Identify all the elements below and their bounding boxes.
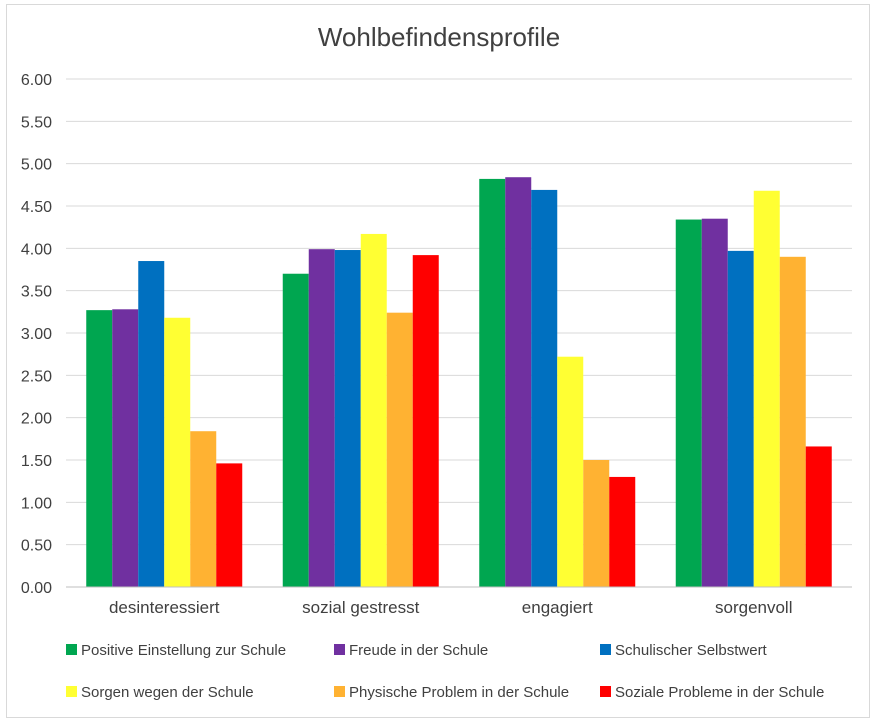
x-category-label: desinteressiert <box>109 598 220 617</box>
legend-label: Physische Problem in der Schule <box>349 684 569 701</box>
bars <box>86 177 832 588</box>
y-tick-label: 2.50 <box>21 368 52 385</box>
y-tick-label: 4.50 <box>21 199 52 216</box>
bar <box>583 460 610 587</box>
bar <box>753 190 780 587</box>
bar <box>779 256 806 587</box>
legend-swatch <box>66 686 77 697</box>
x-category-label: sozial gestresst <box>302 598 419 617</box>
legend-label: Soziale Probleme in der Schule <box>615 684 824 701</box>
bar <box>386 312 413 587</box>
legend-swatch <box>334 686 345 697</box>
x-axis-categories: desinteressiert sozial gestresst engagiert… <box>109 598 793 617</box>
bar <box>805 446 832 587</box>
legend-swatch <box>66 644 77 655</box>
bar <box>727 250 754 587</box>
y-tick-label: 0.50 <box>21 538 52 555</box>
bar <box>86 310 113 587</box>
legend-label: Positive Einstellung zur Schule <box>81 642 286 659</box>
bar <box>557 356 584 587</box>
bar <box>609 476 636 587</box>
legend-label: Sorgen wegen der Schule <box>81 684 254 701</box>
y-tick-label: 4.00 <box>21 241 52 258</box>
x-category-label: sorgenvoll <box>715 598 793 617</box>
y-tick-label: 5.50 <box>21 114 52 131</box>
bar <box>138 261 165 587</box>
bar <box>164 317 191 587</box>
y-tick-label: 1.00 <box>21 495 52 512</box>
y-tick-label: 6.00 <box>21 72 52 89</box>
bar <box>701 218 728 587</box>
chart-title: Wohlbefindensprofile <box>318 22 560 52</box>
legend-swatch <box>600 644 611 655</box>
bar <box>531 189 558 587</box>
legend-swatch <box>334 644 345 655</box>
y-tick-label: 5.00 <box>21 157 52 174</box>
bar <box>190 431 217 587</box>
legend-swatch <box>600 686 611 697</box>
bar <box>505 177 532 588</box>
legend-label: Schulischer Selbstwert <box>615 642 768 659</box>
bar <box>675 219 702 587</box>
y-tick-label: 3.50 <box>21 284 52 301</box>
y-tick-label: 1.50 <box>21 453 52 470</box>
legend-label: Freude in der Schule <box>349 642 488 659</box>
bar <box>216 463 243 587</box>
bar <box>479 178 506 587</box>
y-tick-label: 2.00 <box>21 411 52 428</box>
y-tick-label: 0.00 <box>21 580 52 597</box>
bar <box>282 273 309 587</box>
bar <box>334 250 361 587</box>
y-axis-ticks: 0.00 0.50 1.00 1.50 2.00 2.50 3.00 3.50 4.00 4.50… <box>21 72 52 597</box>
legend: Positive Einstellung zur Schule Freude in… <box>66 642 824 701</box>
bar <box>308 249 335 587</box>
y-tick-label: 3.00 <box>21 326 52 343</box>
bar <box>412 255 439 587</box>
bar <box>360 233 387 587</box>
bar <box>112 309 139 587</box>
x-category-label: engagiert <box>522 598 593 617</box>
